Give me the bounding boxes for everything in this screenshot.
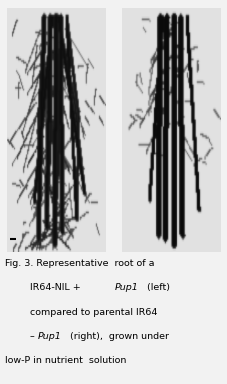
- Text: IR64-NIL +: IR64-NIL +: [30, 283, 80, 292]
- Text: low-P in nutrient  solution: low-P in nutrient solution: [5, 356, 125, 365]
- Text: –: –: [30, 332, 34, 341]
- Text: Pup1: Pup1: [37, 332, 61, 341]
- Text: compared to parental IR64: compared to parental IR64: [30, 308, 156, 316]
- Text: (right),  grown under: (right), grown under: [67, 332, 168, 341]
- Text: Pup1: Pup1: [115, 283, 138, 292]
- Text: Fig. 3. Representative  root of a: Fig. 3. Representative root of a: [5, 259, 153, 268]
- Text: (left): (left): [143, 283, 169, 292]
